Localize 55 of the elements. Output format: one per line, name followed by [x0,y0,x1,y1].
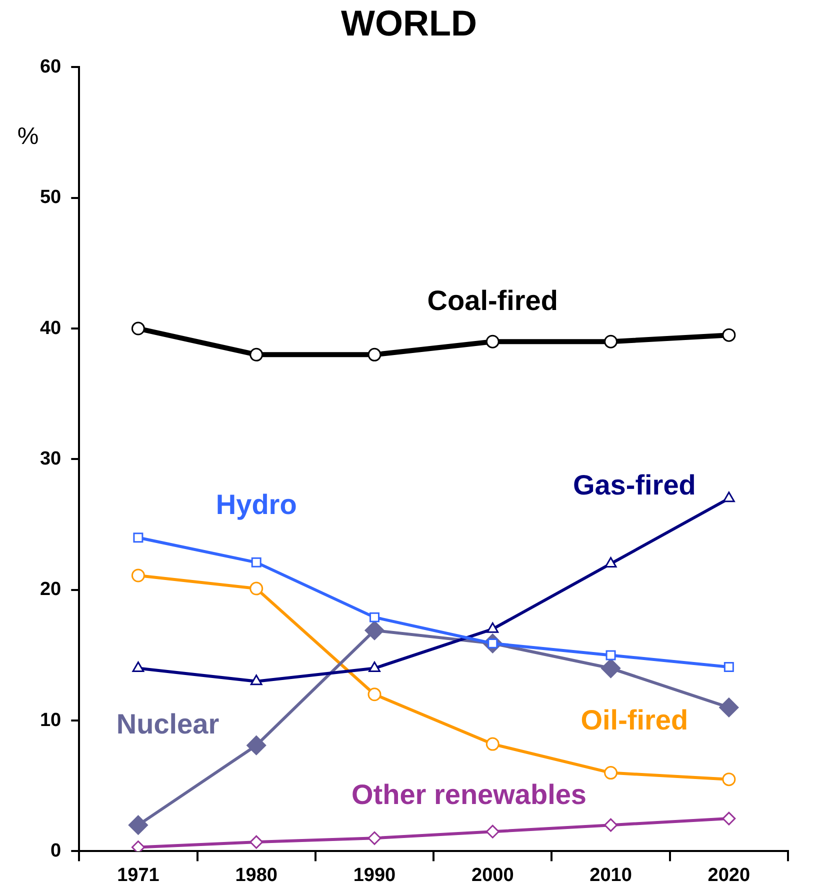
point [601,658,621,678]
chart-title: WORLD [341,2,477,44]
point [364,620,384,640]
point [724,662,734,672]
point [722,328,736,342]
point [486,737,500,751]
point [131,568,145,582]
point [368,688,382,702]
x-tick-label: 1990 [353,864,396,886]
point [133,532,144,543]
series-label: Gas-fired [572,469,696,500]
y-axis-title: % [17,122,39,150]
point [604,818,618,832]
series-label: Hydro [216,488,297,520]
point [486,622,499,633]
y-tick-label: 40 [40,318,62,339]
point [604,766,618,780]
point [486,824,500,838]
point [722,812,736,826]
point [606,650,616,660]
x-tick-label: 1971 [117,864,160,886]
series-label: Coal-fired [427,285,558,316]
point [604,556,617,568]
x-tick-label: 2020 [708,864,750,886]
y-tick-label: 10 [40,710,62,731]
series-label: Nuclear [116,708,220,740]
point [604,334,618,348]
point [131,322,145,336]
point [251,557,262,568]
point [250,674,262,686]
x-tick-label: 2010 [590,864,632,886]
series-label: Oil-fired [580,704,688,736]
y-tick-label: 0 [50,840,62,862]
y-tick-label: 60 [40,56,62,78]
point [486,334,500,348]
point [132,662,144,672]
x-tick-label: 1980 [235,864,278,886]
y-tick-label: 30 [40,448,62,470]
series-label: Other renewables [352,779,586,810]
point [368,662,380,672]
point [368,348,382,362]
point [368,831,382,845]
point [250,348,264,362]
point [722,492,735,502]
point [719,698,739,718]
y-tick-label: 20 [40,579,62,600]
point [128,815,148,835]
x-tick-label: 2000 [472,864,514,886]
point [722,772,736,786]
point [370,612,380,622]
point [246,736,266,756]
point [131,840,145,852]
y-tick-label: 50 [40,187,62,208]
point [250,835,264,849]
point [250,582,264,596]
